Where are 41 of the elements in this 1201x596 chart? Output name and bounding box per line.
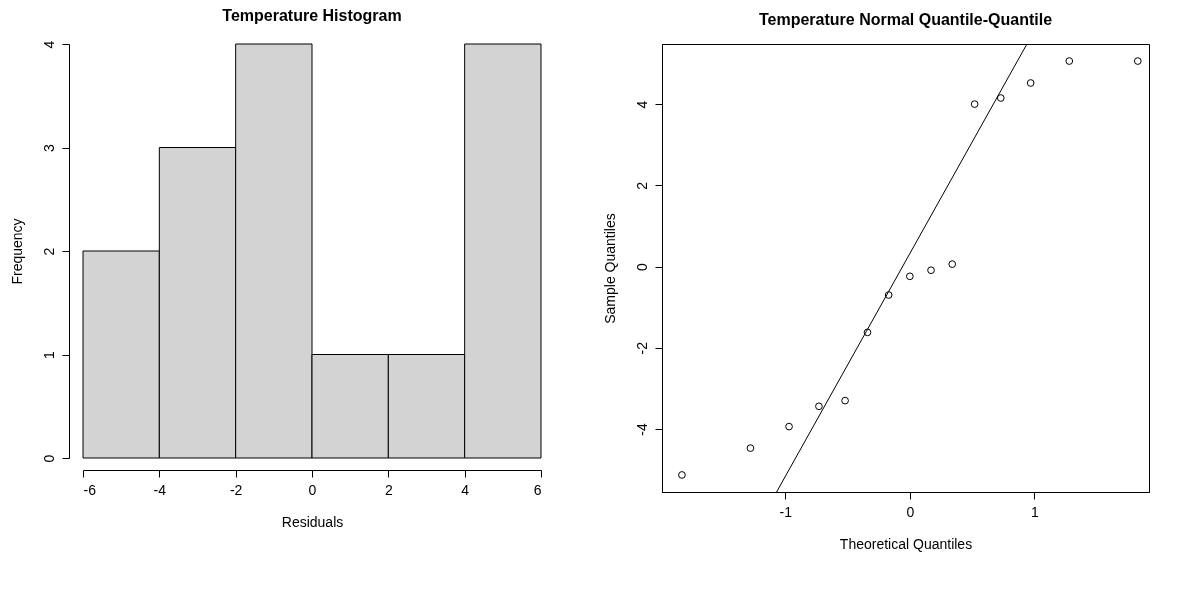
point <box>884 291 893 299</box>
y-tick-label: 3 <box>40 143 57 152</box>
y-tick-label: 0 <box>40 454 57 463</box>
point <box>1065 57 1074 65</box>
x-tick-label: -4 <box>153 481 167 498</box>
x-tick-label: 0 <box>906 503 915 520</box>
point <box>906 272 914 281</box>
x-tick-label: -6 <box>83 481 97 498</box>
x-axis-title: Residuals <box>281 513 344 530</box>
point <box>815 402 823 411</box>
point <box>785 422 793 431</box>
x-tick-label: -2 <box>229 481 243 498</box>
y-tick-label: 2 <box>633 181 650 190</box>
chart-title: Temperature Histogram <box>222 7 402 25</box>
point <box>863 328 872 337</box>
x-tick-label: 6 <box>533 481 542 498</box>
point <box>1026 79 1035 87</box>
y-tick-label: 4 <box>633 100 650 109</box>
y-tick-label: 0 <box>633 262 650 271</box>
x-tick-label: 4 <box>461 481 470 498</box>
x-axis-title: Theoretical Quantiles <box>839 535 973 552</box>
y-tick-label: 2 <box>40 247 57 256</box>
chart-title: Temperature Normal Quantile-Quantile <box>758 11 1053 28</box>
x-tick-label: 2 <box>384 481 393 498</box>
point <box>948 260 957 268</box>
point <box>970 100 979 108</box>
y-axis-title: Frequency <box>8 218 25 285</box>
y-tick-label: -2 <box>633 341 650 355</box>
x-tick-label: -1 <box>779 503 793 520</box>
y-tick-label: 4 <box>40 40 57 49</box>
x-tick-label: 0 <box>308 481 317 498</box>
point <box>927 266 935 275</box>
point <box>678 471 686 479</box>
x-tick-label: 1 <box>1031 503 1040 520</box>
y-axis-title: Sample Quantiles <box>601 213 618 324</box>
point <box>996 94 1005 102</box>
point <box>841 396 849 405</box>
point <box>1133 57 1142 65</box>
y-tick-label: 1 <box>40 350 57 359</box>
y-tick-label: -4 <box>633 423 650 436</box>
point <box>746 444 755 452</box>
